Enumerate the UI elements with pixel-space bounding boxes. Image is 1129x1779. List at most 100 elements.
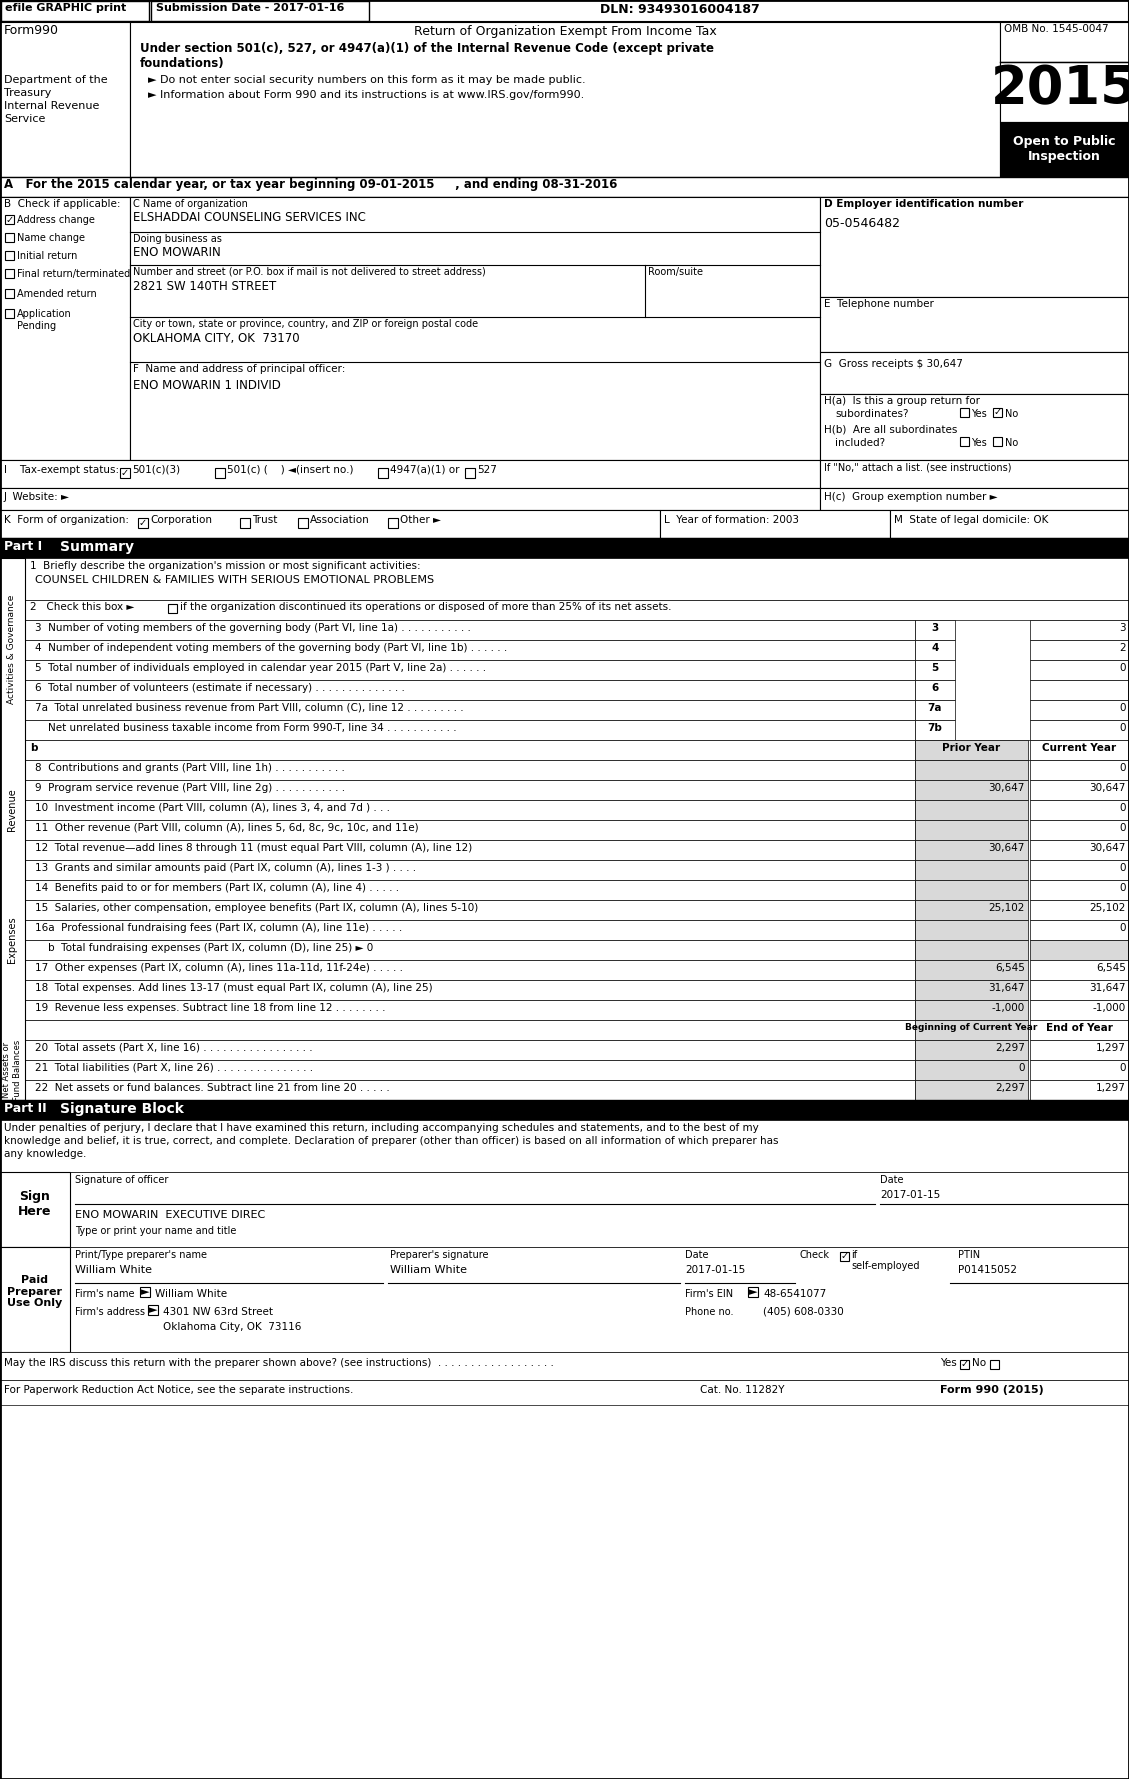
Bar — [990, 1359, 999, 1370]
Text: Trust: Trust — [252, 514, 278, 525]
Text: Return of Organization Exempt From Income Tax: Return of Organization Exempt From Incom… — [413, 25, 717, 37]
Text: A   For the 2015 calendar year, or tax year beginning 09-01-2015     , and endin: A For the 2015 calendar year, or tax yea… — [5, 178, 618, 190]
Text: Final return/terminated: Final return/terminated — [17, 269, 130, 279]
Text: Signature Block: Signature Block — [60, 1101, 184, 1115]
Bar — [914, 881, 1029, 900]
Text: included?: included? — [835, 438, 885, 448]
Bar — [25, 939, 914, 961]
Text: Sign
Here: Sign Here — [18, 1190, 52, 1219]
Text: ✓: ✓ — [994, 407, 1001, 418]
Text: 2017-01-15: 2017-01-15 — [685, 1265, 745, 1276]
Bar — [240, 518, 250, 528]
Bar — [5, 310, 14, 318]
Text: 501(c) (    ) ◄(insert no.): 501(c) ( ) ◄(insert no.) — [227, 464, 353, 475]
Text: b  Total fundraising expenses (Part IX, column (D), line 25) ► 0: b Total fundraising expenses (Part IX, c… — [35, 943, 374, 954]
Text: No: No — [1005, 438, 1018, 448]
Text: Yes: Yes — [940, 1357, 956, 1368]
Bar — [914, 980, 1029, 1000]
Text: ►: ► — [141, 1286, 149, 1297]
Bar — [25, 720, 914, 740]
Text: 1,297: 1,297 — [1096, 1083, 1126, 1092]
Text: ► Do not enter social security numbers on this form as it may be made public.: ► Do not enter social security numbers o… — [148, 75, 586, 85]
Text: Expenses: Expenses — [7, 916, 17, 962]
Text: Current Year: Current Year — [1042, 744, 1117, 753]
Text: 7a  Total unrelated business revenue from Part VIII, column (C), line 12 . . . .: 7a Total unrelated business revenue from… — [35, 703, 464, 713]
Bar — [0, 1247, 70, 1352]
Text: 1  Briefly describe the organization's mission or most significant activities:: 1 Briefly describe the organization's mi… — [30, 560, 421, 571]
Text: 5: 5 — [931, 664, 938, 672]
Bar — [914, 740, 1029, 760]
Text: if: if — [851, 1251, 857, 1260]
Text: Room/suite: Room/suite — [648, 267, 703, 278]
Text: ✓: ✓ — [139, 518, 147, 528]
Bar — [25, 920, 914, 939]
Bar — [120, 468, 130, 479]
Bar — [5, 269, 14, 278]
Text: 30,647: 30,647 — [1089, 783, 1126, 793]
Bar — [1, 2, 149, 21]
Bar — [914, 760, 1029, 779]
Bar — [5, 233, 14, 242]
Bar — [5, 215, 14, 224]
Bar — [0, 21, 130, 176]
Bar — [25, 699, 914, 720]
Text: Department of the: Department of the — [5, 75, 107, 85]
Text: Application: Application — [17, 310, 72, 318]
Bar — [25, 1019, 914, 1041]
Text: 3  Number of voting members of the governing body (Part VI, line 1a) . . . . . .: 3 Number of voting members of the govern… — [35, 623, 471, 633]
Bar — [388, 518, 399, 528]
Bar — [1030, 939, 1128, 961]
Text: Service: Service — [5, 114, 45, 125]
Text: 22  Net assets or fund balances. Subtract line 21 from line 20 . . . . .: 22 Net assets or fund balances. Subtract… — [35, 1083, 390, 1092]
Text: 05-0546482: 05-0546482 — [824, 217, 900, 229]
Bar — [914, 1060, 1029, 1080]
Text: Beginning of Current Year: Beginning of Current Year — [904, 1023, 1038, 1032]
Text: 14  Benefits paid to or for members (Part IX, column (A), line 4) . . . . .: 14 Benefits paid to or for members (Part… — [35, 882, 400, 893]
Bar — [25, 820, 914, 840]
Text: Phone no.: Phone no. — [685, 1308, 734, 1316]
Bar — [1030, 779, 1128, 801]
Text: 48-6541077: 48-6541077 — [763, 1290, 826, 1299]
Text: 6: 6 — [931, 683, 938, 694]
Text: Number and street (or P.O. box if mail is not delivered to street address): Number and street (or P.O. box if mail i… — [133, 267, 485, 278]
Text: 15  Salaries, other compensation, employee benefits (Part IX, column (A), lines : 15 Salaries, other compensation, employe… — [35, 904, 479, 913]
Text: OMB No. 1545-0047: OMB No. 1545-0047 — [1004, 23, 1109, 34]
Bar — [148, 1306, 158, 1315]
Text: ENO MOWARIN: ENO MOWARIN — [133, 246, 221, 260]
Text: ►: ► — [749, 1286, 758, 1297]
Text: 17  Other expenses (Part IX, column (A), lines 11a-11d, 11f-24e) . . . . .: 17 Other expenses (Part IX, column (A), … — [35, 962, 403, 973]
Text: 18  Total expenses. Add lines 13-17 (must equal Part IX, column (A), line 25): 18 Total expenses. Add lines 13-17 (must… — [35, 984, 432, 993]
Bar — [820, 352, 1129, 393]
Text: 25,102: 25,102 — [1089, 904, 1126, 913]
Text: 0: 0 — [1120, 863, 1126, 873]
Bar — [1000, 62, 1129, 123]
Text: 2,297: 2,297 — [995, 1083, 1025, 1092]
Text: 16a  Professional fundraising fees (Part IX, column (A), line 11e) . . . . .: 16a Professional fundraising fees (Part … — [35, 923, 402, 932]
Text: 8  Contributions and grants (Part VIII, line 1h) . . . . . . . . . . .: 8 Contributions and grants (Part VIII, l… — [35, 763, 344, 774]
Text: William White: William White — [75, 1265, 152, 1276]
Text: Association: Association — [310, 514, 370, 525]
Bar — [1030, 1000, 1128, 1019]
Text: Part I: Part I — [5, 541, 42, 553]
Bar — [0, 1099, 1129, 1121]
Text: Preparer's signature: Preparer's signature — [390, 1251, 489, 1260]
Text: 2: 2 — [1119, 642, 1126, 653]
Bar — [1030, 1080, 1128, 1099]
Text: Activities & Governance: Activities & Governance — [8, 594, 17, 704]
Text: J  Website: ►: J Website: ► — [5, 493, 70, 502]
Text: 21  Total liabilities (Part X, line 26) . . . . . . . . . . . . . . .: 21 Total liabilities (Part X, line 26) .… — [35, 1064, 313, 1073]
Text: ELSHADDAI COUNSELING SERVICES INC: ELSHADDAI COUNSELING SERVICES INC — [133, 212, 366, 224]
Bar — [25, 980, 914, 1000]
Text: ✓: ✓ — [121, 468, 129, 479]
Text: OKLAHOMA CITY, OK  73170: OKLAHOMA CITY, OK 73170 — [133, 333, 299, 345]
Text: 10  Investment income (Part VIII, column (A), lines 3, 4, and 7d ) . . .: 10 Investment income (Part VIII, column … — [35, 802, 390, 813]
Text: Net unrelated business taxable income from Form 990-T, line 34 . . . . . . . . .: Net unrelated business taxable income fr… — [35, 722, 456, 733]
Text: 30,647: 30,647 — [1089, 843, 1126, 852]
Text: 7b: 7b — [928, 722, 943, 733]
Bar — [1030, 1060, 1128, 1080]
Bar — [1030, 1041, 1128, 1060]
Bar — [914, 740, 1128, 760]
Bar — [820, 197, 1129, 297]
Bar — [5, 288, 14, 299]
Text: 31,647: 31,647 — [989, 984, 1025, 993]
